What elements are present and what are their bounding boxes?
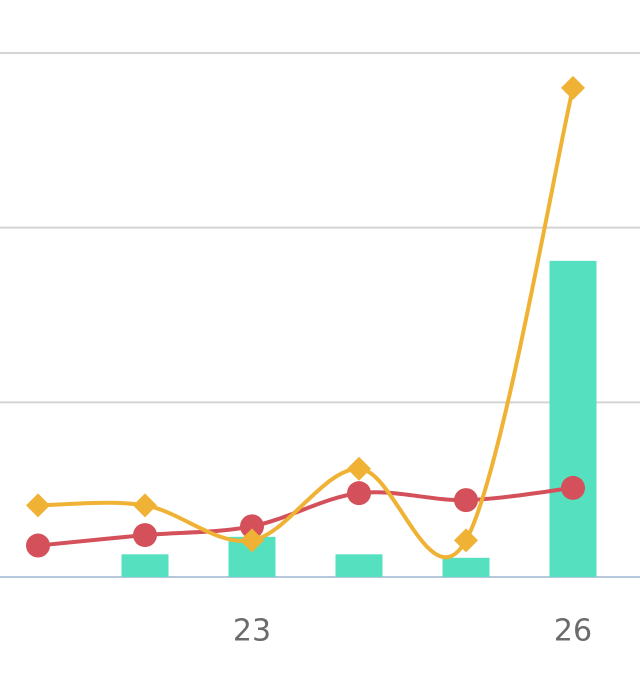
- circle-marker: [454, 488, 478, 513]
- bar: [121, 554, 169, 577]
- line: [37, 87, 575, 560]
- bar: [549, 260, 597, 577]
- diamond-marker: [347, 456, 371, 481]
- diamond-marker: [133, 493, 157, 518]
- line: [37, 485, 574, 548]
- diamond-marker: [240, 528, 264, 553]
- diamond-marker: [454, 528, 478, 553]
- bar: [335, 554, 383, 577]
- circle-marker: [561, 475, 585, 500]
- x-tick-label: 26: [554, 614, 592, 649]
- x-tick-label: 23: [233, 614, 271, 649]
- circle-marker: [133, 523, 157, 548]
- circle-marker: [240, 514, 264, 539]
- diamond-marker: [561, 75, 585, 100]
- circle-marker: [347, 481, 371, 506]
- diamond-marker: [26, 493, 50, 518]
- circle-marker: [26, 533, 50, 558]
- bar: [442, 557, 490, 577]
